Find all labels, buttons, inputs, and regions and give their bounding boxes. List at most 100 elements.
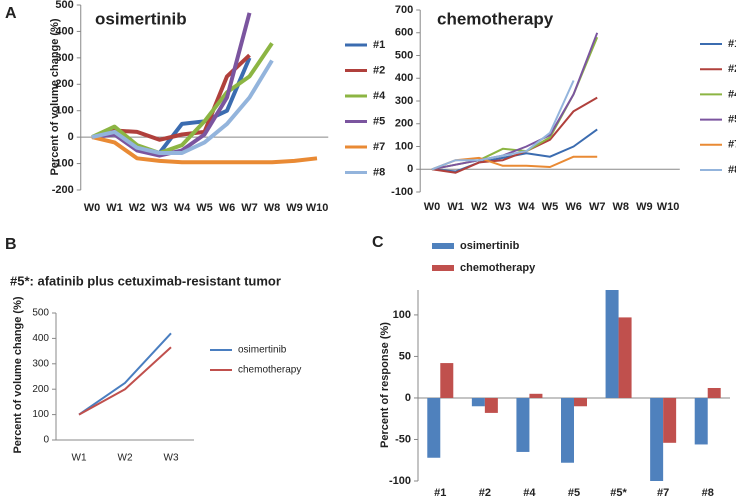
y-tick-label: 200 xyxy=(395,118,413,130)
y-tick-label: 50 xyxy=(399,350,411,362)
x-tick-label: W5 xyxy=(542,201,559,213)
chart-title: osimertinib xyxy=(95,9,187,28)
legend-label: #8 xyxy=(728,164,736,176)
x-tick-label: W7 xyxy=(241,202,258,214)
legend-label: #7 xyxy=(728,139,736,151)
bar xyxy=(618,317,632,398)
bar xyxy=(650,397,664,481)
series-line xyxy=(431,32,599,171)
legend-label: #2 xyxy=(728,63,736,75)
legend-label: #7 xyxy=(373,141,385,153)
x-tick-label: W2 xyxy=(471,201,488,213)
y-tick-label: 300 xyxy=(395,95,413,107)
y-tick-label: 0 xyxy=(43,435,49,446)
y-tick-label: 400 xyxy=(32,333,49,344)
x-tick-label: W3 xyxy=(164,453,179,464)
x-tick-label: #2 xyxy=(479,487,491,499)
y-axis-label: Percent of volume change (%) xyxy=(49,18,61,175)
x-tick-label: W8 xyxy=(613,201,630,213)
y-tick-label: -50 xyxy=(395,433,411,445)
series-line xyxy=(91,59,274,155)
x-tick-label: W8 xyxy=(264,202,281,214)
legend-label: #4 xyxy=(728,88,736,100)
x-tick-label: W1 xyxy=(447,201,464,213)
y-tick-label: 100 xyxy=(393,309,411,321)
x-tick-label: W2 xyxy=(129,202,146,214)
y-tick-label: -100 xyxy=(52,157,74,169)
y-tick-label: 500 xyxy=(55,0,73,11)
y-tick-label: 400 xyxy=(395,72,413,84)
y-tick-label: 200 xyxy=(55,78,73,90)
series-line xyxy=(91,135,318,165)
y-tick-label: -200 xyxy=(52,184,74,196)
x-tick-label: W7 xyxy=(589,201,606,213)
x-tick-label: W3 xyxy=(495,201,512,213)
x-tick-label: W9 xyxy=(286,202,303,214)
series-line xyxy=(431,96,598,174)
y-tick-label: 700 xyxy=(395,4,413,16)
y-tick-label: 100 xyxy=(395,140,413,152)
y-tick-label: 300 xyxy=(55,52,73,64)
legend-label: #8 xyxy=(373,166,385,178)
series-line xyxy=(431,80,575,171)
series-line xyxy=(431,36,599,171)
legend-swatch xyxy=(432,243,454,249)
x-tick-label: W10 xyxy=(657,201,680,213)
bar xyxy=(471,397,485,407)
x-tick-label: W2 xyxy=(118,453,133,464)
y-tick-label: 500 xyxy=(395,49,413,61)
legend-label: #2 xyxy=(373,64,385,76)
bar xyxy=(529,393,543,398)
legend-label: #1 xyxy=(373,39,385,51)
y-tick-label: 0 xyxy=(407,163,413,175)
bar xyxy=(561,397,574,463)
y-tick-label: 600 xyxy=(395,27,413,39)
legend-label: chemotherapy xyxy=(238,365,301,376)
y-axis-label: Percent of volume change (%) xyxy=(12,296,24,453)
bar xyxy=(574,397,587,407)
x-tick-label: W4 xyxy=(518,201,535,213)
x-tick-label: W10 xyxy=(306,202,329,214)
bar xyxy=(663,397,677,443)
bar xyxy=(516,397,530,452)
y-tick-label: 100 xyxy=(55,105,73,117)
legend-label: #4 xyxy=(373,90,386,102)
series-line xyxy=(431,155,598,171)
legend-label: #5 xyxy=(373,115,385,127)
x-tick-label: #8 xyxy=(702,487,714,499)
panel-label: B xyxy=(5,236,17,253)
x-tick-label: W5 xyxy=(196,202,213,214)
x-tick-label: #5 xyxy=(568,487,580,499)
x-tick-label: W6 xyxy=(565,201,582,213)
x-tick-label: W3 xyxy=(151,202,168,214)
series-line xyxy=(91,42,274,155)
y-tick-label: 400 xyxy=(55,25,73,37)
x-tick-label: W6 xyxy=(219,202,236,214)
x-tick-label: #5* xyxy=(610,487,627,499)
chart-title: chemotherapy xyxy=(437,9,554,28)
bar xyxy=(605,290,619,398)
y-tick-label: 0 xyxy=(68,131,74,143)
legend-label: chemotherapy xyxy=(460,262,536,274)
x-tick-label: W4 xyxy=(174,202,191,214)
bar xyxy=(440,363,454,398)
y-tick-label: 500 xyxy=(32,308,49,319)
series-line xyxy=(78,332,172,416)
x-tick-label: W0 xyxy=(84,202,101,214)
x-tick-label: W9 xyxy=(636,201,653,213)
legend-label: #5 xyxy=(728,114,736,126)
x-tick-label: W1 xyxy=(72,453,87,464)
chart-title: #5*: afatinib plus cetuximab-resistant t… xyxy=(10,273,281,288)
y-tick-label: -100 xyxy=(391,186,413,198)
bar xyxy=(694,397,708,445)
panel-label: A xyxy=(5,5,17,22)
series-line xyxy=(78,346,172,416)
y-axis-label: Percent of response (%) xyxy=(379,322,391,448)
y-tick-label: 100 xyxy=(32,409,49,420)
y-tick-label: 0 xyxy=(405,392,411,404)
y-tick-label: -100 xyxy=(389,475,411,487)
bar xyxy=(707,387,721,398)
legend-label: osimertinib xyxy=(238,345,287,356)
panel-label: C xyxy=(372,234,384,251)
